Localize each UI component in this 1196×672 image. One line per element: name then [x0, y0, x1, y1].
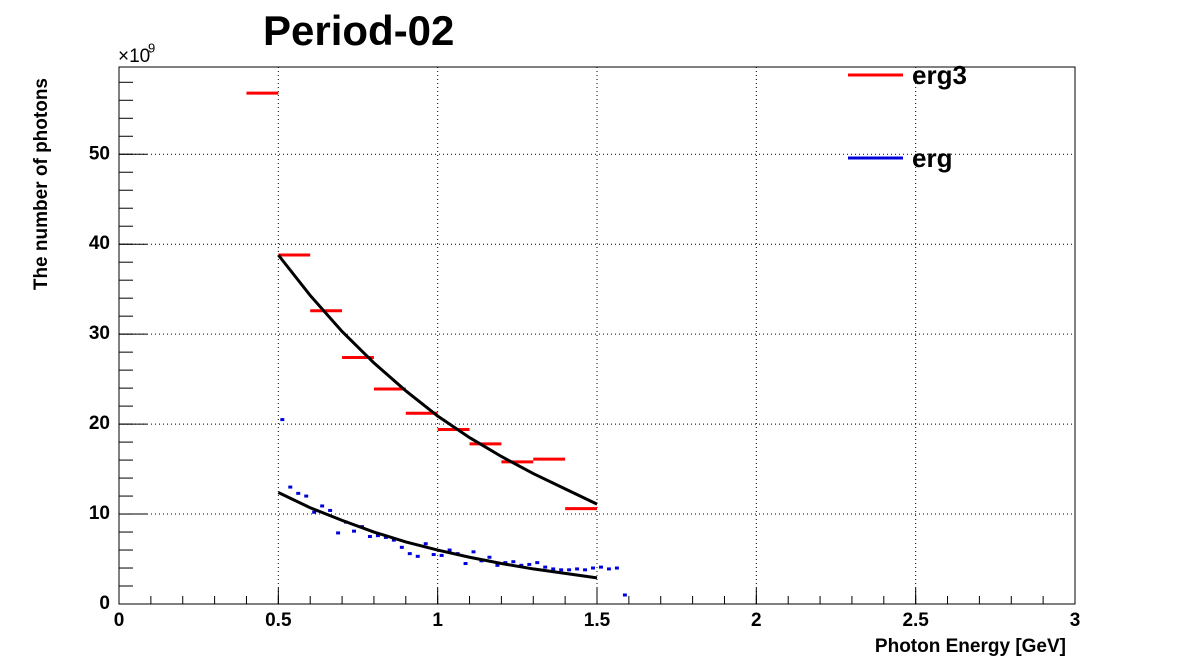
fit-line: [277, 491, 598, 580]
y-multiplier-exponent: 9: [148, 40, 155, 55]
x-tick-label: 1.5: [584, 610, 611, 631]
legend-label: erg: [912, 143, 952, 173]
x-tick-label: 1: [432, 610, 443, 631]
y-tick-label: 0: [99, 593, 110, 614]
y-tick-label: 20: [89, 413, 110, 434]
x-tick-label: 2.5: [902, 610, 929, 631]
y-tick-label: 50: [89, 143, 110, 164]
y-axis-title: The number of photons: [31, 78, 52, 290]
x-tick-label: 2: [751, 610, 762, 631]
legend-label: erg3: [912, 60, 967, 90]
x-tick-label: 0.5: [265, 610, 292, 631]
chart-title: Period-02: [263, 7, 454, 54]
plot-frame: [118, 66, 1076, 605]
y-tick-label: 10: [89, 503, 110, 524]
x-axis-title: Photon Energy [GeV]: [875, 636, 1066, 657]
y-multiplier: ×10: [118, 46, 150, 67]
y-tick-label: 30: [89, 323, 110, 344]
x-tick-label: 0: [114, 610, 125, 631]
y-tick-label: 40: [89, 233, 110, 254]
fit-line: [277, 254, 598, 506]
x-tick-label: 3: [1070, 610, 1081, 631]
